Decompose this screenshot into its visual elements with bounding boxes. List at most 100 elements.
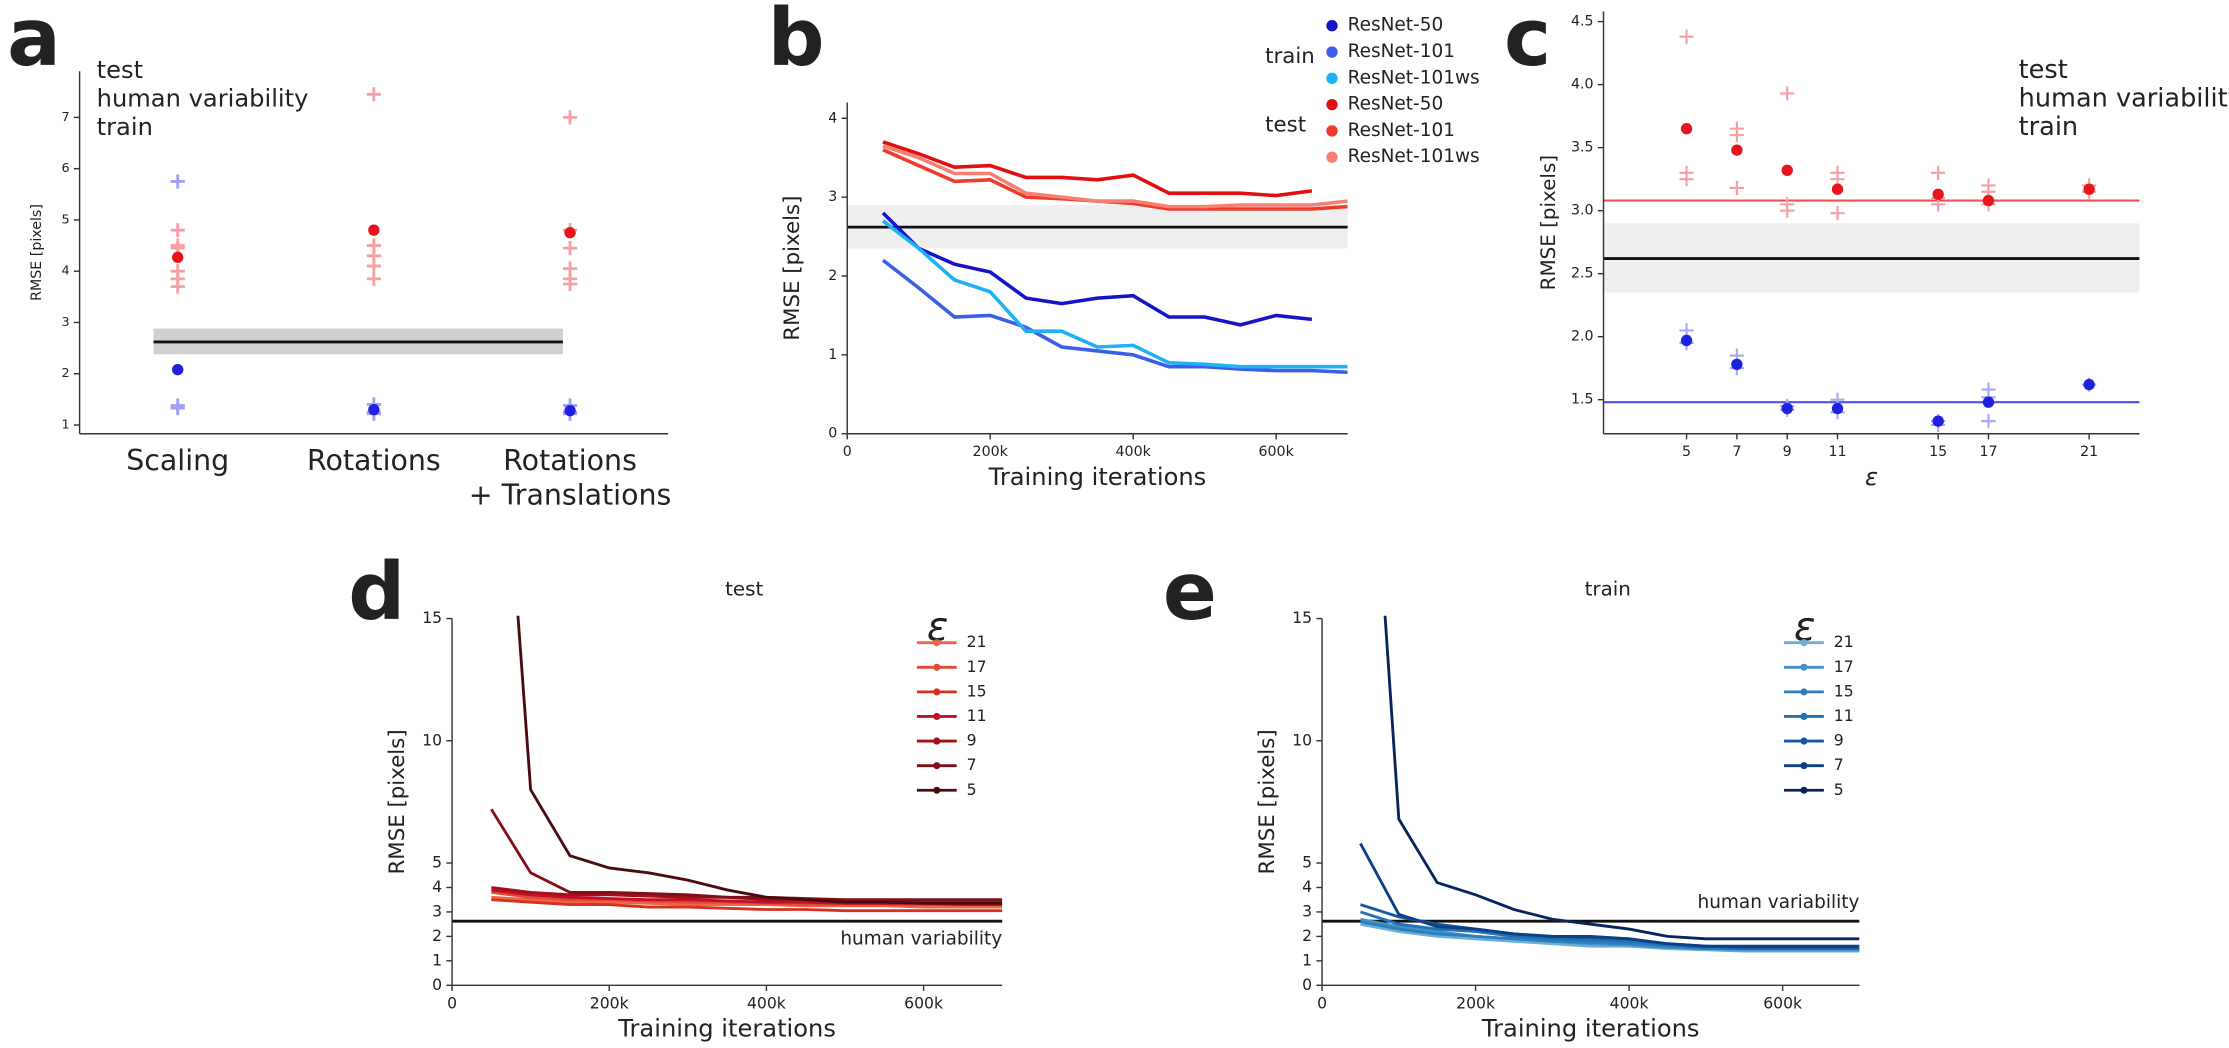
panel-letter: c [1504, 0, 1551, 84]
legend-marker [1326, 151, 1338, 163]
y-tick-label: 2.5 [1571, 266, 1594, 282]
y-tick-label: 3 [432, 901, 442, 920]
x-tick-label: 11 [1828, 444, 1846, 460]
legend-marker [1800, 786, 1808, 794]
y-tick-label: 2 [1302, 926, 1312, 945]
mean-point [1680, 123, 1693, 135]
x-tick-label: 0 [1317, 993, 1327, 1012]
y-tick-label: 10 [422, 730, 442, 749]
series-line [881, 258, 1348, 374]
x-tick-label: 9 [1783, 444, 1792, 460]
legend-label: 9 [1834, 731, 1844, 750]
legend-label: 17 [1834, 657, 1854, 676]
x-tick-label: 200k [590, 993, 629, 1012]
run-point [366, 271, 381, 286]
reference-label: human variability [840, 929, 1002, 950]
series-line [1359, 842, 1860, 948]
mean-point [1831, 183, 1844, 195]
y-tick-label: 2.0 [1571, 329, 1594, 345]
legend-label: 17 [967, 657, 987, 676]
y-axis-label: RMSE [pixels] [385, 729, 410, 874]
mean-point [2083, 378, 2095, 391]
run-point [562, 276, 578, 292]
x-tick-label: 400k [1116, 444, 1152, 460]
run-point [1981, 414, 1996, 429]
legend-label: test [2019, 55, 2068, 85]
text-line: Rotations [503, 444, 637, 477]
chart-title: train [1585, 578, 1631, 601]
panel-letter: b [768, 0, 825, 84]
mean-point [564, 404, 576, 417]
mean-point [1680, 334, 1693, 347]
legend-marker [1800, 639, 1808, 647]
legend-label: 11 [1834, 706, 1854, 725]
x-tick-label: 400k [747, 993, 786, 1012]
y-tick-label: 4 [828, 110, 837, 126]
y-tick-label: 4 [62, 264, 70, 279]
panel-letter: a [7, 0, 61, 84]
run-point [1729, 180, 1744, 196]
legend-label: human variability [2019, 84, 2229, 114]
reference-label: human variability [1698, 892, 1860, 913]
run-point [1931, 165, 1946, 180]
x-tick-label: 0 [843, 444, 852, 460]
legend-label: 15 [1834, 681, 1854, 700]
legend-marker [1800, 737, 1808, 745]
y-tick-label: 1 [62, 418, 70, 433]
x-tick-label: 600k [1258, 444, 1294, 460]
mean-point [1781, 164, 1793, 177]
run-point [1679, 29, 1694, 44]
run-point [1780, 203, 1795, 218]
x-tick-label: 600k [904, 993, 943, 1012]
y-tick-label: 0 [1302, 975, 1312, 994]
x-tick-label: 15 [1929, 444, 1947, 460]
y-tick-label: 0 [432, 975, 442, 994]
legend-marker [1800, 663, 1808, 671]
legend-label: 7 [1834, 755, 1844, 774]
series-line [882, 144, 1348, 209]
y-tick-label: 4 [432, 877, 442, 896]
mean-point [564, 227, 576, 239]
legend-label: ResNet-50 [1348, 15, 1444, 36]
x-tick-label: 200k [973, 444, 1009, 460]
legend-marker [933, 639, 941, 647]
legend-marker [1800, 712, 1808, 721]
legend-label: train [2019, 112, 2079, 142]
run-point [170, 223, 185, 238]
y-tick-label: 6 [62, 161, 70, 176]
y-axis-label: RMSE [pixels] [780, 196, 805, 341]
legend-label: human variability [97, 85, 309, 113]
run-point [170, 279, 185, 294]
x-axis-label: Training iterations [1481, 1014, 1700, 1042]
legend-label: ResNet-101 [1348, 120, 1455, 141]
y-tick-label: 4 [1302, 877, 1312, 896]
y-tick-label: 5 [432, 853, 442, 872]
run-point [1729, 127, 1744, 143]
legend-label: ResNet-101ws [1348, 67, 1480, 88]
x-tick-label: 7 [1732, 444, 1741, 460]
y-tick-label: 1 [828, 347, 837, 363]
legend-title: ε [927, 604, 949, 650]
run-point [366, 87, 381, 102]
y-tick-label: 2 [432, 926, 442, 945]
legend-marker [933, 762, 941, 770]
x-tick-label: Rotations [307, 444, 441, 477]
y-tick-label: 3 [828, 189, 837, 205]
y-tick-label: 4.5 [1571, 14, 1594, 30]
legend-marker [933, 786, 941, 794]
legend-group-label: test [1265, 112, 1306, 137]
legend-label: 11 [967, 706, 987, 725]
mean-point [1932, 188, 1944, 200]
legend-marker [1326, 125, 1338, 137]
y-tick-label: 3 [62, 315, 70, 330]
y-tick-label: 3.0 [1571, 203, 1594, 219]
legend-label: 5 [1834, 780, 1844, 799]
x-tick-label: 600k [1763, 993, 1802, 1012]
legend-label: 7 [967, 755, 977, 774]
run-point [366, 258, 381, 274]
run-point [170, 174, 185, 189]
legend-marker [1326, 20, 1338, 32]
legend-label: ResNet-101ws [1348, 146, 1480, 167]
legend-label: 21 [1834, 632, 1854, 651]
